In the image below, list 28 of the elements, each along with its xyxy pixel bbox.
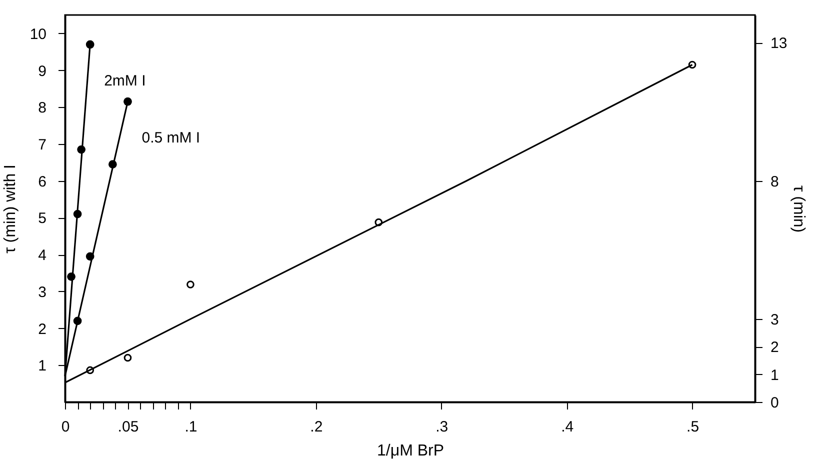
y2-axis-title: τ (min) — [790, 185, 808, 233]
y2-tick-label: 8 — [770, 173, 779, 190]
x-tick-label: .2 — [310, 418, 323, 436]
y-tick-label: 8 — [38, 100, 46, 117]
y-axis-title: τ (min) with I — [2, 164, 19, 254]
y-tick-label: 1 — [38, 358, 46, 375]
series-label: 2mM I — [104, 72, 146, 90]
y-tick-label: 9 — [38, 62, 46, 80]
x-tick-label: .4 — [561, 418, 574, 436]
x-tick-label: .05 — [118, 418, 139, 436]
y2-tick-label: 3 — [770, 312, 779, 329]
y2-tick-label: 0 — [770, 394, 779, 412]
x-tick-label: 0 — [61, 418, 70, 436]
x-tick-label: .1 — [184, 418, 198, 436]
y-tick-label: 6 — [38, 173, 46, 190]
x-tick-label: .3 — [436, 418, 448, 436]
series-label: 0.5 mM I — [142, 130, 200, 147]
y2-tick-label: 2 — [770, 339, 779, 356]
y-tick-label: 3 — [38, 284, 46, 301]
y-tick-label: 2 — [38, 320, 46, 338]
y2-tick-label: 1 — [770, 366, 779, 384]
x-tick-label: .5 — [686, 418, 700, 436]
y-tick-label: 4 — [38, 247, 46, 264]
y-tick-label: 5 — [38, 210, 46, 228]
y-tick-label: 10 — [30, 26, 46, 43]
y-tick-label: 7 — [38, 136, 46, 154]
x-axis-title: 1/μM BrP — [376, 442, 444, 460]
y2-tick-label: 13 — [770, 35, 788, 52]
